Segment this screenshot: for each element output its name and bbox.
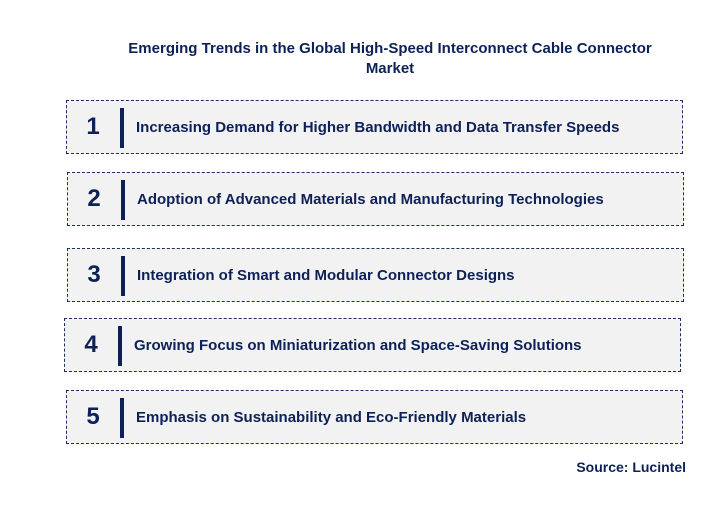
trend-label: Adoption of Advanced Materials and Manuf… xyxy=(137,190,604,208)
divider-bar xyxy=(121,256,125,296)
trend-number: 4 xyxy=(84,331,98,358)
divider-bar xyxy=(120,398,124,438)
trend-item-3: 3 Integration of Smart and Modular Conne… xyxy=(67,248,684,302)
trend-number: 5 xyxy=(86,403,100,430)
trend-item-2: 2 Adoption of Advanced Materials and Man… xyxy=(67,172,684,226)
trend-number: 2 xyxy=(87,185,101,212)
trend-number: 3 xyxy=(87,261,101,288)
title-line-2: Market xyxy=(365,60,415,77)
source-credit: Source: Lucintel xyxy=(576,459,686,475)
trend-label: Growing Focus on Miniaturization and Spa… xyxy=(134,336,582,354)
trend-label: Increasing Demand for Higher Bandwidth a… xyxy=(136,118,620,136)
diagram-title: Emerging Trends in the Global High-Speed… xyxy=(60,39,712,79)
trend-item-5: 5 Emphasis on Sustainability and Eco-Fri… xyxy=(66,390,683,444)
trend-label: Emphasis on Sustainability and Eco-Frien… xyxy=(136,408,527,426)
divider-bar xyxy=(121,180,125,220)
trend-item-4: 4 Growing Focus on Miniaturization and S… xyxy=(64,318,681,372)
divider-bar xyxy=(118,326,122,366)
title-line-1: Emerging Trends in the Global High-Speed… xyxy=(128,40,652,57)
trend-item-1: 1 Increasing Demand for Higher Bandwidth… xyxy=(66,100,683,154)
divider-bar xyxy=(120,108,124,148)
trend-number: 1 xyxy=(86,113,100,140)
trend-label: Integration of Smart and Modular Connect… xyxy=(137,266,515,284)
